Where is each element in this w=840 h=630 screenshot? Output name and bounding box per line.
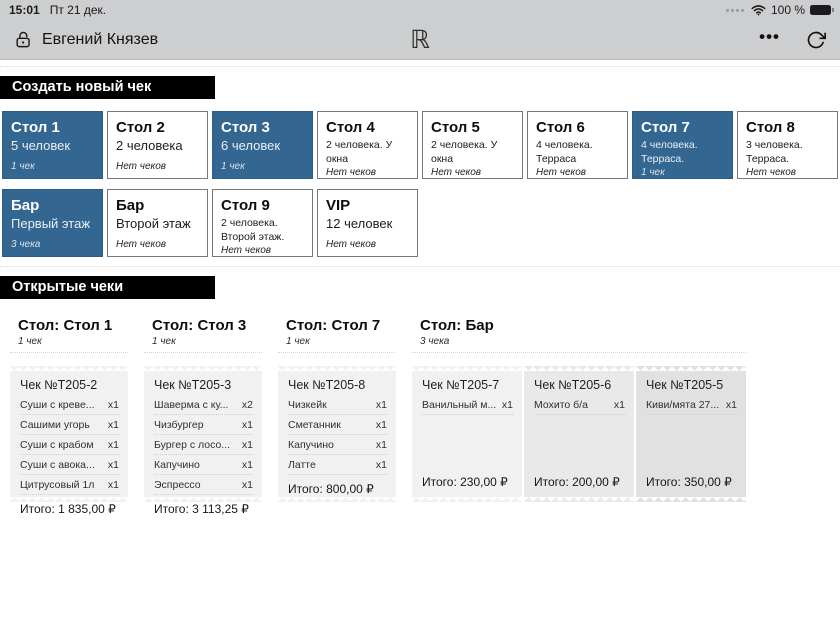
battery-percent: 100 % bbox=[770, 3, 805, 17]
table-card-stol-9[interactable]: Стол 9 2 человека. Второй этаж. Нет чеко… bbox=[212, 189, 313, 257]
table-card-stol-4[interactable]: Стол 4 2 человека. У окна Нет чеков bbox=[317, 111, 418, 179]
table-card-stol-8[interactable]: Стол 8 3 человека. Терраса. Нет чеков bbox=[737, 111, 838, 179]
user-name: Евгений Князев bbox=[42, 30, 159, 48]
group-header: Стол: Бар 3 чека bbox=[412, 317, 746, 353]
current-user-button[interactable]: Евгений Князев bbox=[14, 30, 158, 49]
status-bar: 15:01 Пт 21 дек. 100 % bbox=[0, 0, 840, 20]
table-card-stol-1[interactable]: Стол 1 5 человек 1 чек bbox=[2, 111, 103, 179]
check-group-bar: Стол: Бар 3 чека Чек №T205-7 Ванильный м… bbox=[412, 317, 746, 502]
table-card-stol-2[interactable]: Стол 2 2 человека Нет чеков bbox=[107, 111, 208, 179]
table-card-stol-3[interactable]: Стол 3 6 человек 1 чек bbox=[212, 111, 313, 179]
check-group-stol-1: Стол: Стол 1 1 чек Чек №T205-2 Суши с кр… bbox=[10, 317, 128, 516]
receipt-t205-6[interactable]: Чек №T205-6 Мохито б/а x1 Итого: 200,00 ₽ bbox=[524, 366, 634, 502]
nav-bar: ℝ Евгений Князев ••• bbox=[0, 20, 840, 60]
section-create-check: Создать новый чек bbox=[0, 76, 215, 99]
receipt-t205-5[interactable]: Чек №T205-5 Киви/мята 27... x1 Итого: 350… bbox=[636, 366, 746, 502]
tables-grid: Стол 1 5 человек 1 чек Стол 2 2 человека… bbox=[0, 111, 840, 257]
table-card-bar-1[interactable]: Бар Первый этаж 3 чека bbox=[2, 189, 103, 257]
date: Пт 21 дек. bbox=[49, 3, 107, 17]
receipt-t205-8[interactable]: Чек №T205-8 Чизкейк x1 Сметанник x1 Капучи… bbox=[278, 366, 396, 502]
receipt-t205-3[interactable]: Чек №T205-3 Шаверма с ку... x2 Чизбургер x… bbox=[144, 366, 262, 516]
ellipsis-menu-button[interactable]: ••• bbox=[759, 27, 780, 46]
check-group-stol-7: Стол: Стол 7 1 чек Чек №T205-8 Чизкейк x1… bbox=[278, 317, 396, 502]
check-group-stol-3: Стол: Стол 3 1 чек Чек №T205-3 Шаверма с… bbox=[144, 317, 262, 516]
table-card-stol-6[interactable]: Стол 6 4 человека. Терраса Нет чеков bbox=[527, 111, 628, 179]
table-card-bar-2[interactable]: Бар Второй этаж Нет чеков bbox=[107, 189, 208, 257]
divider bbox=[0, 66, 840, 67]
divider bbox=[0, 266, 840, 267]
section-open-checks: Открытые чеки bbox=[0, 276, 215, 299]
group-header: Стол: Стол 3 1 чек bbox=[144, 317, 262, 353]
open-checks-area: Стол: Стол 1 1 чек Чек №T205-2 Суши с кр… bbox=[0, 317, 840, 516]
group-header: Стол: Стол 1 1 чек bbox=[10, 317, 128, 353]
battery-icon bbox=[810, 5, 834, 15]
group-header: Стол: Стол 7 1 чек bbox=[278, 317, 396, 353]
unlock-icon bbox=[14, 30, 33, 49]
wifi-icon bbox=[751, 4, 766, 16]
table-card-vip[interactable]: VIP 12 человек Нет чеков bbox=[317, 189, 418, 257]
receipt-t205-7[interactable]: Чек №T205-7 Ванильный м... x1 Итого: 230,… bbox=[412, 366, 522, 502]
receipt-t205-2[interactable]: Чек №T205-2 Суши с креве... x1 Сашими уго… bbox=[10, 366, 128, 516]
table-card-stol-7[interactable]: Стол 7 4 человека. Терраса. 1 чек bbox=[632, 111, 733, 179]
table-card-stol-5[interactable]: Стол 5 2 человека. У окна Нет чеков bbox=[422, 111, 523, 179]
cellular-signal-icon bbox=[725, 8, 744, 12]
clock: 15:01 bbox=[9, 3, 40, 17]
refresh-button[interactable] bbox=[806, 30, 826, 50]
